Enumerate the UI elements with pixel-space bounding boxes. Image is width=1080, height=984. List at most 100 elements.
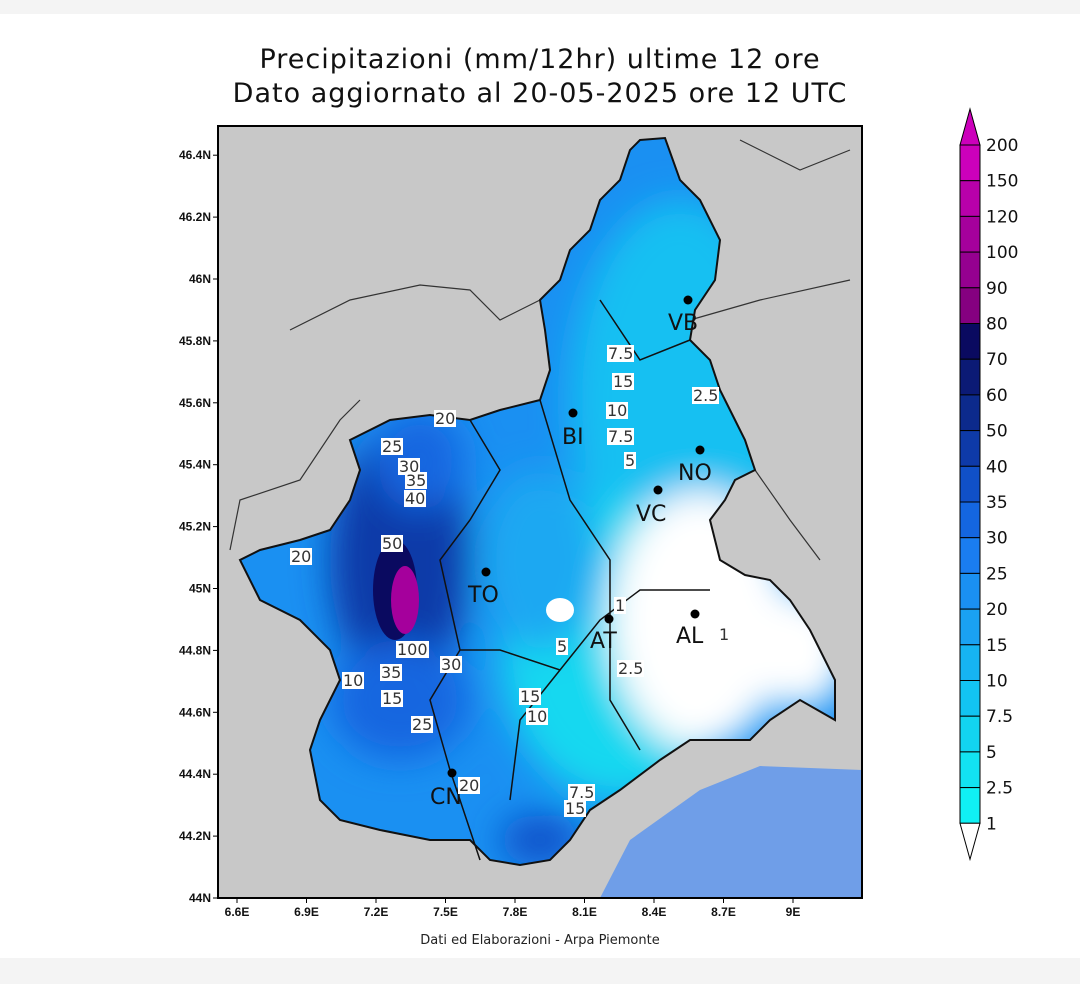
city-dot bbox=[653, 485, 663, 495]
lon-tick-label: 8.7E bbox=[711, 905, 736, 919]
bottom-strip bbox=[0, 958, 1080, 984]
contour-label: 7.5 bbox=[607, 344, 635, 363]
contour-label: 35 bbox=[405, 471, 428, 490]
colorbar-swatch bbox=[959, 180, 981, 217]
contour-label: 2.5 bbox=[692, 386, 720, 405]
lat-tick-label: 45.8N bbox=[179, 334, 211, 348]
colorbar-label: 35 bbox=[986, 493, 1008, 513]
city-dot bbox=[695, 445, 705, 455]
lon-tick-label: 6.9E bbox=[294, 905, 319, 919]
colorbar-label: 25 bbox=[986, 564, 1008, 584]
lat-tick-label: 44.2N bbox=[179, 829, 211, 843]
colorbar-label: 200 bbox=[986, 136, 1018, 156]
colorbar-swatch bbox=[959, 287, 981, 324]
colorbar-swatch bbox=[959, 572, 981, 610]
contour-label: 10 bbox=[526, 707, 549, 726]
colorbar-swatch bbox=[959, 680, 981, 717]
contour-label: 20 bbox=[458, 776, 481, 795]
colorbar-swatch bbox=[959, 537, 981, 574]
lon-tick-label: 6.6E bbox=[225, 905, 250, 919]
map-subtitle: Dato aggiornato al 20-05-2025 ore 12 UTC bbox=[232, 78, 848, 109]
contour-label: 1 bbox=[614, 596, 627, 615]
lat-tick-label: 46.4N bbox=[179, 148, 211, 162]
neighbor-borders bbox=[229, 139, 851, 561]
lat-tick-label: 44.4N bbox=[179, 767, 211, 781]
colorbar-label: 30 bbox=[986, 529, 1008, 549]
lat-tick-label: 45N bbox=[189, 582, 211, 596]
sea bbox=[600, 766, 862, 898]
city-label: CN bbox=[430, 785, 462, 810]
lon-tick-label: 7.2E bbox=[364, 905, 389, 919]
lat-tick-label: 45.2N bbox=[179, 520, 211, 534]
contour-label: 10 bbox=[342, 671, 365, 690]
credit: Dati ed Elaborazioni - Arpa Piemonte bbox=[420, 933, 660, 948]
colorbar-swatch bbox=[959, 251, 981, 289]
contour-label: 15 bbox=[519, 687, 542, 706]
colorbar-label: 2.5 bbox=[986, 779, 1013, 799]
contour-label: 5 bbox=[624, 451, 637, 470]
contour-label: 7.5 bbox=[607, 427, 635, 446]
city-dot bbox=[690, 609, 700, 619]
contour-label: 20 bbox=[290, 547, 313, 566]
lat-tick-label: 44.6N bbox=[179, 705, 211, 719]
city-label: AL bbox=[676, 624, 704, 649]
colorbar-label: 100 bbox=[986, 243, 1018, 263]
city-dot bbox=[568, 408, 578, 418]
colorbar-label: 120 bbox=[986, 207, 1018, 227]
contour-label: 10 bbox=[606, 401, 629, 420]
colorbar-label: 40 bbox=[986, 457, 1008, 477]
contour-label: 30 bbox=[440, 655, 463, 674]
colorbar-swatch bbox=[959, 430, 981, 467]
colorbar-swatch bbox=[959, 144, 981, 182]
lat-axis: 44N 44.2N 44.4N 44.6N 44.8N 45N 45.2N 45.4N 45.6… bbox=[179, 148, 218, 905]
lat-tick-label: 44.8N bbox=[179, 643, 211, 657]
city-label: NO bbox=[678, 461, 712, 486]
colorbar-label: 80 bbox=[986, 315, 1008, 335]
contour-label: 30 bbox=[398, 457, 421, 476]
colorbar-bottom-arrow bbox=[959, 822, 981, 862]
lat-tick-label: 46N bbox=[189, 272, 211, 286]
colorbar-label: 1 bbox=[986, 814, 997, 834]
colorbar-label: 150 bbox=[986, 172, 1018, 192]
colorbar-label: 50 bbox=[986, 422, 1008, 442]
lon-axis: 6.6E 6.9E 7.2E 7.5E 7.8E 8.1E 8.4E 8.7E 9E bbox=[225, 898, 801, 919]
lon-tick-label: 8.4E bbox=[642, 905, 667, 919]
city-label: VC bbox=[636, 502, 666, 527]
contour-label: 50 bbox=[381, 534, 404, 553]
colorbar-swatch bbox=[959, 358, 981, 396]
lat-tick-label: 45.6N bbox=[179, 396, 211, 410]
contour-label: 15 bbox=[564, 799, 587, 818]
colorbar-swatch bbox=[959, 465, 981, 503]
city-label: BI bbox=[562, 425, 584, 450]
contour-label: 40 bbox=[404, 489, 427, 508]
colorbar-label: 60 bbox=[986, 386, 1008, 406]
lon-tick-label: 9E bbox=[786, 905, 801, 919]
contour-label: 5 bbox=[556, 637, 569, 656]
colorbar-swatch bbox=[959, 323, 981, 360]
contour-label: 15 bbox=[612, 372, 635, 391]
map-title: Precipitazioni (mm/12hr) ultime 12 ore bbox=[259, 44, 821, 75]
colorbar-label: 20 bbox=[986, 600, 1008, 620]
contour-label: 25 bbox=[381, 437, 404, 456]
colorbar-label: 5 bbox=[986, 743, 997, 763]
top-strip bbox=[0, 0, 1080, 14]
colorbar-swatch bbox=[959, 215, 981, 253]
colorbar-swatch bbox=[959, 644, 981, 681]
lat-tick-label: 44N bbox=[189, 891, 211, 905]
map-frame bbox=[217, 125, 863, 899]
city-markers: VB BI NO VC TO AT AL CN bbox=[430, 295, 712, 810]
contour-label: 25 bbox=[411, 715, 434, 734]
colorbar-swatch bbox=[959, 787, 981, 824]
colorbar: 200 150 120 100 90 80 70 60 50 40 35 30 25 20 15 10 7.5 5… bbox=[959, 107, 1018, 862]
contour-label: 15 bbox=[381, 689, 404, 708]
colorbar-label: 10 bbox=[986, 672, 1008, 692]
city-label: VB bbox=[668, 311, 698, 336]
colorbar-top-arrow bbox=[959, 107, 981, 146]
lat-tick-label: 46.2N bbox=[179, 210, 211, 224]
colorbar-swatch bbox=[959, 715, 981, 753]
lat-tick-label: 45.4N bbox=[179, 458, 211, 472]
colorbar-swatch bbox=[959, 608, 981, 646]
colorbar-label: 90 bbox=[986, 279, 1008, 299]
